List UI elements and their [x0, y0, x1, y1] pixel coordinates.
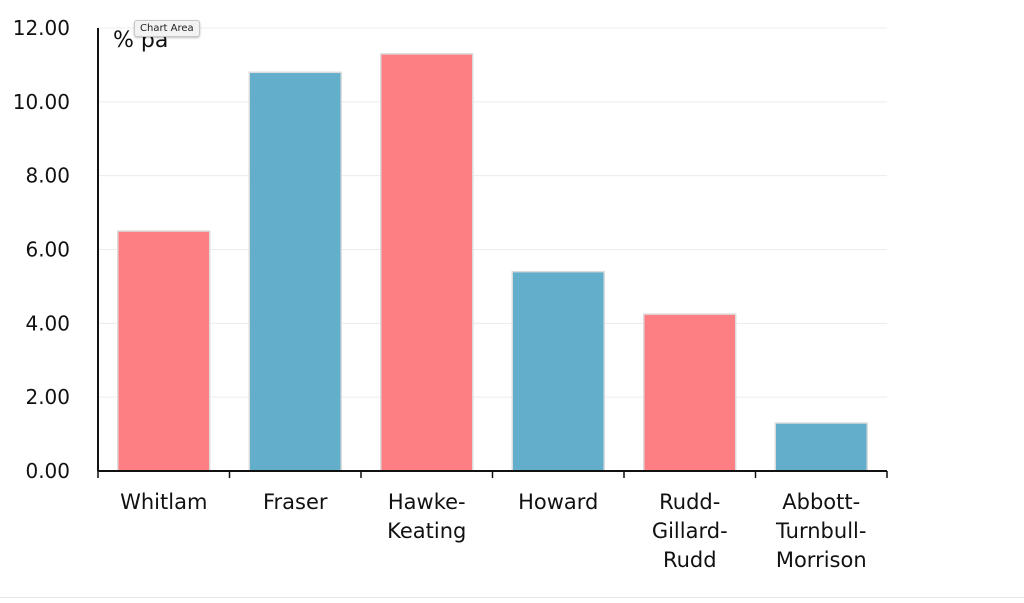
y-tick-labels: 0.00 2.00 4.00 6.00 8.00 10.00 12.00: [13, 16, 70, 483]
x-category-label: Hawke-Keating: [387, 490, 466, 543]
chart-area-tooltip: Chart Area: [134, 20, 200, 37]
bar: [511, 270, 605, 472]
x-category-label: Whitlam: [120, 490, 207, 514]
bar: [643, 313, 737, 472]
x-category-label: Rudd-Gillard-Rudd: [652, 490, 728, 572]
y-tick-label: 10.00: [13, 90, 70, 114]
x-category-labels: Whitlam Fraser Hawke-Keating Howard Rudd-Gil…: [120, 490, 867, 572]
x-category-label: Fraser: [263, 490, 328, 514]
y-tick-label: 8.00: [25, 164, 70, 188]
y-tick-label: 2.00: [25, 385, 70, 409]
bar: [248, 71, 342, 472]
bottom-divider: [0, 597, 1024, 598]
bar: [117, 230, 211, 472]
bar: [774, 422, 868, 472]
y-tick-label: 12.00: [13, 16, 70, 40]
bar: [380, 53, 474, 472]
x-category-label: Abbott-Turnbull-Morrison: [775, 490, 867, 572]
x-tick-marks: [97, 471, 888, 478]
y-tick-label: 6.00: [25, 238, 70, 262]
y-tick-label: 4.00: [25, 311, 70, 335]
y-tick-label: 0.00: [25, 459, 70, 483]
x-category-label: Howard: [518, 490, 598, 514]
gridlines: [98, 27, 887, 398]
bars: [117, 53, 868, 472]
